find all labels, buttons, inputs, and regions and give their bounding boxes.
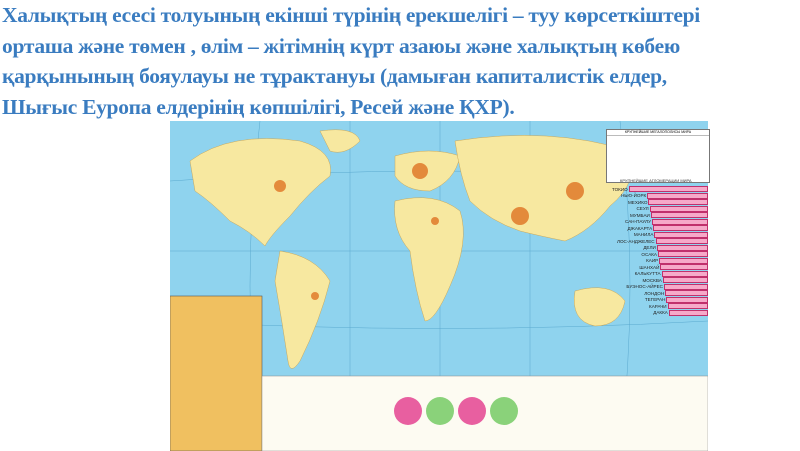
- title-line: орташа және төмен , өлім – жітімнің күрт…: [2, 33, 680, 58]
- city-name: САН-ПАУЛУ: [625, 219, 651, 225]
- city-name: КАИР: [646, 258, 659, 264]
- city-bar: [648, 199, 708, 206]
- city-bar: [659, 257, 708, 264]
- ranking-row: ТОКИО: [612, 186, 708, 193]
- city-bar: [665, 290, 708, 297]
- city-bar: [664, 283, 708, 290]
- megalopolis-table: КРУПНЕЙШИЕ МЕГАЛОПОЛИСЫ МИРА: [606, 129, 710, 183]
- city-bar: [653, 225, 708, 232]
- megatable-title: КРУПНЕЙШИЕ МЕГАЛОПОЛИСЫ МИРА: [607, 130, 709, 136]
- city-name: КАЛЬКУТТА: [634, 271, 661, 277]
- city-bar: [666, 296, 708, 303]
- city-bar: [649, 205, 708, 212]
- ranking-row: МУМБАИ: [612, 212, 708, 219]
- city-bar: [654, 231, 708, 238]
- city-name: ДАККА: [653, 310, 668, 316]
- africa: [394, 197, 464, 322]
- dense-population-areas: [274, 163, 584, 300]
- title-line: Шығыс Еуропа елдерінің көпшілігі, Ресей …: [2, 94, 515, 119]
- ranking-row: ДЕЛИ: [612, 244, 708, 252]
- city-name: МОСКВА: [642, 277, 662, 283]
- ranking-row: НЬЮ-ЙОРК: [612, 192, 708, 200]
- legend-pies: [394, 397, 518, 425]
- city-bar: [662, 277, 708, 284]
- city-name: ДЖАКАРТА: [627, 225, 653, 231]
- ranking-row: ЛОНДОН: [612, 290, 708, 297]
- city-bar: [660, 264, 708, 271]
- ranking-row: ТЕГЕРАН: [612, 296, 708, 304]
- ranking-row: ОСАКА: [612, 251, 708, 258]
- ranking-row: ШАНХАЙ: [612, 264, 708, 271]
- city-name: МАНИЛА: [633, 232, 654, 238]
- ranking-row: ДАККА: [612, 309, 708, 317]
- city-name: СЕУЛ: [636, 206, 649, 212]
- ranking-row: КАРАЧИ: [612, 303, 708, 310]
- city-name: ТЕГЕРАН: [644, 297, 666, 303]
- ranking-row: САН-ПАУЛУ: [612, 218, 708, 226]
- city-name: МЕХИКО: [627, 199, 648, 205]
- south-america: [274, 250, 331, 369]
- city-name: ЛОС-АНДЖЕЛЕС: [616, 238, 655, 244]
- ranking-row: СЕУЛ: [612, 205, 708, 213]
- city-bar: [628, 186, 708, 193]
- australia: [573, 287, 626, 327]
- ranking-title: КРУПНЕЙШИЕ АГЛОМЕРАЦИИ МИРА: [620, 178, 692, 183]
- city-name: НЬЮ-ЙОРК: [621, 193, 647, 199]
- inset-europe-map: [170, 295, 263, 451]
- slide-title: Халықтың есесі толуының екінші түрінің е…: [2, 0, 800, 122]
- city-bar: [661, 270, 708, 277]
- city-name: БУЭНОС-АЙРЕС: [626, 284, 663, 290]
- city-bar: [652, 218, 708, 225]
- city-name: МУМБАИ: [629, 212, 650, 218]
- ranking-row: БУЭНОС-АЙРЕС: [612, 283, 708, 291]
- title-line: қарқынының бояулауы не тұрактануы (дамығ…: [2, 64, 667, 88]
- city-bar: [656, 244, 708, 251]
- city-bar: [655, 238, 708, 245]
- ranking-row: ЛОС-АНДЖЕЛЕС: [612, 238, 708, 245]
- ranking-row: КАЛЬКУТТА: [612, 270, 708, 278]
- agglomeration-ranking: ТОКИО НЬЮ-ЙОРК МЕХИКО СЕУЛ МУМБАИ САН-ПАУЛУ ДЖ…: [612, 186, 708, 316]
- ranking-row: МАНИЛА: [612, 231, 708, 239]
- continents: [189, 129, 633, 369]
- city-name: ТОКИО: [612, 186, 628, 192]
- city-bar: [668, 309, 708, 316]
- ranking-row: ДЖАКАРТА: [612, 225, 708, 232]
- city-bar: [667, 303, 708, 310]
- ranking-row: МОСКВА: [612, 277, 708, 284]
- city-name: ШАНХАЙ: [639, 264, 660, 270]
- title-line: Халықтың есесі толуының екінші түрінің е…: [2, 3, 700, 27]
- city-bar: [658, 251, 708, 258]
- city-bar: [647, 192, 708, 199]
- city-bar: [650, 212, 708, 219]
- city-name: ОСАКА: [641, 251, 657, 257]
- ranking-row: КАИР: [612, 257, 708, 265]
- north-america: [189, 138, 331, 247]
- city-name: ДЕЛИ: [643, 245, 656, 251]
- ranking-row: МЕХИКО: [612, 199, 708, 206]
- greenland: [319, 129, 361, 153]
- city-name: КАРАЧИ: [649, 303, 667, 309]
- city-name: ЛОНДОН: [644, 290, 665, 296]
- asia: [454, 135, 633, 242]
